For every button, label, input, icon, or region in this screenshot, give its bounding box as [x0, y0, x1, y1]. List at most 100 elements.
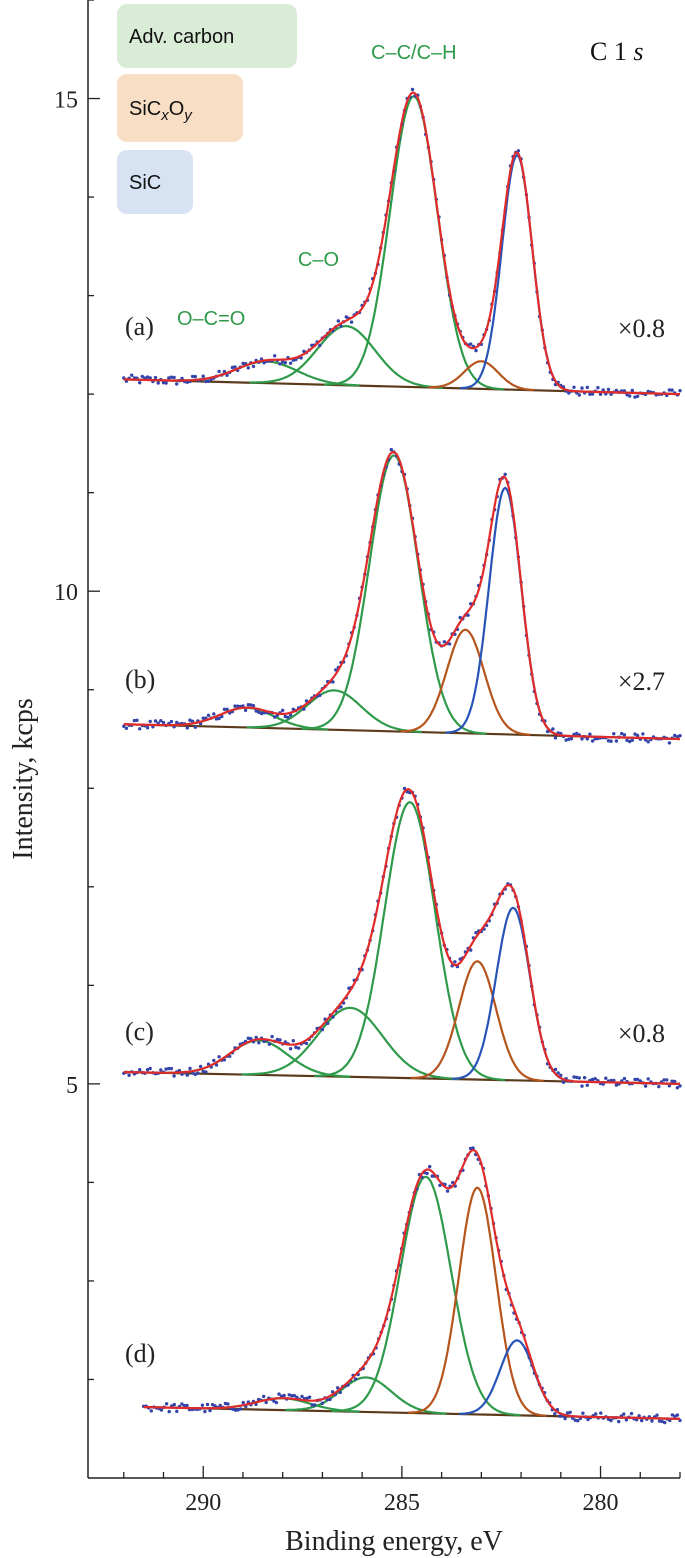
data-point [275, 1037, 280, 1042]
envelope-fit [123, 91, 680, 396]
data-point [625, 738, 629, 742]
data-point [662, 1078, 666, 1082]
data-point [282, 1393, 286, 1398]
data-point [561, 1080, 566, 1085]
data-point [153, 719, 158, 723]
x-tick-label: 290 [185, 1490, 221, 1516]
data-point [196, 1071, 200, 1075]
data-point [614, 1083, 619, 1087]
y-tick-label: 5 [66, 1073, 78, 1099]
data-point [599, 1411, 603, 1415]
plot-area [122, 87, 682, 1425]
component-peak-sicxoy [428, 360, 535, 392]
data-point [300, 1394, 304, 1399]
component-peak-adv-carbon [241, 1006, 459, 1081]
data-point [606, 387, 611, 392]
data-point [159, 1068, 163, 1072]
data-point [545, 729, 550, 734]
data-point [660, 1419, 664, 1424]
data-point [249, 703, 253, 707]
data-point [331, 680, 335, 684]
data-point [148, 719, 152, 724]
data-point [568, 1410, 572, 1415]
panel-scale: ×0.8 [618, 1019, 665, 1048]
data-point [633, 732, 637, 736]
data-point [206, 713, 211, 717]
x-axis-title: Binding energy, eV [285, 1526, 503, 1557]
data-point [609, 1418, 613, 1423]
data-point [264, 1400, 268, 1405]
data-point [447, 642, 452, 646]
data-point [127, 1073, 131, 1078]
data-point [233, 1408, 238, 1412]
data-point [302, 349, 306, 353]
data-point [145, 726, 150, 730]
envelope-fit [123, 788, 681, 1085]
data-point [553, 1067, 558, 1072]
data-point [643, 1084, 648, 1088]
data-point [254, 709, 258, 713]
data-point [140, 374, 144, 379]
data-point [650, 1419, 654, 1423]
data-point [212, 1058, 216, 1063]
data-point [468, 1146, 473, 1151]
data-point [678, 1084, 682, 1088]
data-point [210, 1403, 215, 1407]
panel-label: (d) [125, 1339, 155, 1368]
data-point [657, 1084, 661, 1089]
data-point [217, 1055, 221, 1059]
data-point [673, 1079, 677, 1084]
spectrum-panel [122, 87, 682, 399]
data-point [296, 1046, 301, 1050]
data-point [148, 376, 152, 380]
data-point [466, 613, 470, 617]
data-point [675, 1086, 680, 1090]
envelope-fit [143, 1148, 680, 1421]
data-point [246, 366, 250, 370]
data-point [320, 1027, 325, 1032]
data-point [233, 704, 237, 708]
data-point [635, 394, 640, 398]
data-point [205, 1402, 210, 1407]
data-point [188, 718, 192, 722]
data-point [294, 1045, 298, 1050]
data-point [673, 733, 677, 738]
data-point [201, 1069, 205, 1074]
data-point [220, 714, 224, 719]
data-point [283, 1040, 287, 1044]
data-point [175, 720, 179, 725]
data-point [145, 375, 150, 379]
data-point [200, 1403, 205, 1407]
axes: 290 285 280 5 10 15 Binding energy, eV Inten… [8, 0, 681, 1557]
spectrum-title-suffix: s [633, 37, 643, 66]
data-point [193, 374, 197, 379]
data-point [585, 385, 589, 390]
data-point [667, 741, 672, 745]
data-point [310, 1403, 314, 1407]
data-point [226, 1402, 230, 1406]
data-point [353, 1377, 358, 1381]
spectrum-title-text: C 1 [590, 37, 627, 66]
data-point [593, 1077, 597, 1081]
data-point [551, 727, 555, 731]
data-point [310, 343, 314, 347]
data-point [188, 1066, 192, 1071]
data-point [580, 737, 584, 741]
data-point [620, 731, 624, 736]
data-point [251, 364, 256, 369]
component-peak-sic [452, 906, 575, 1083]
peak-label: C–O [298, 249, 339, 271]
data-point [182, 1403, 187, 1408]
data-point [241, 361, 245, 366]
data-point [347, 986, 351, 990]
data-point [565, 1411, 570, 1415]
legend-label-sub: x [160, 107, 169, 124]
data-point [212, 712, 216, 716]
data-point [272, 1399, 276, 1403]
component-peak-adv-carbon [249, 324, 443, 389]
data-point [458, 615, 462, 620]
data-point [474, 931, 478, 935]
peak-labels: C–C/C–H C–O O–C=O [177, 42, 457, 330]
data-point [288, 361, 293, 365]
component-peak-sicxoy [400, 628, 531, 736]
